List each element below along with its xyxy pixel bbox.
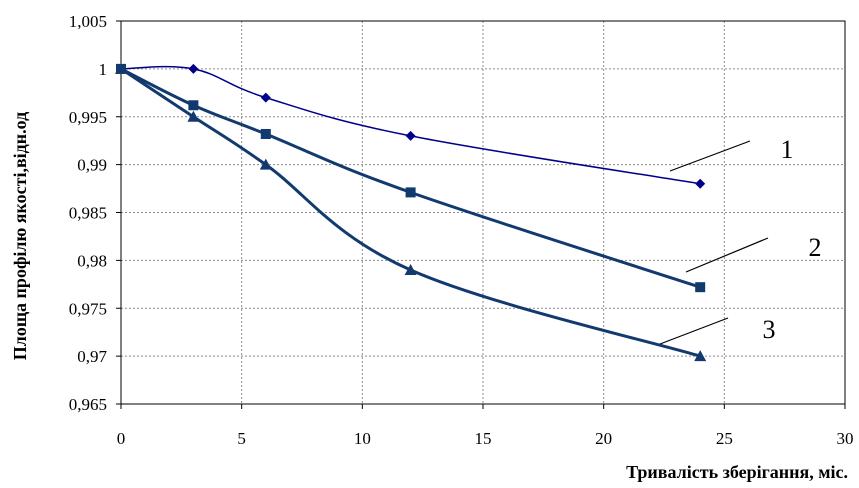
x-tick-label: 25 bbox=[716, 429, 733, 448]
series-1-point bbox=[260, 92, 271, 103]
y-tick-label: 0,98 bbox=[77, 251, 107, 270]
series-1-point bbox=[188, 63, 199, 74]
series-3-point bbox=[187, 110, 200, 122]
series-3-point bbox=[259, 158, 272, 170]
series-3 bbox=[115, 62, 707, 362]
series-1 bbox=[116, 63, 706, 189]
series-2-point bbox=[405, 187, 416, 198]
series-3-point bbox=[404, 263, 417, 275]
x-tick-label: 10 bbox=[354, 429, 371, 448]
leader-line-3 bbox=[659, 317, 729, 345]
series-2-point bbox=[260, 128, 271, 139]
x-tick-label: 0 bbox=[117, 429, 126, 448]
x-axis-title: Тривалість зберігання, міс. bbox=[626, 462, 848, 482]
series-3-line bbox=[119, 67, 702, 358]
x-tick-label: 30 bbox=[837, 429, 854, 448]
series-1-point bbox=[695, 178, 706, 189]
y-tick-label: 1,005 bbox=[69, 12, 107, 31]
series-2 bbox=[116, 63, 706, 293]
series-2-line bbox=[119, 67, 702, 289]
y-tick-label: 0,97 bbox=[77, 347, 107, 366]
y-tick-label: 0,985 bbox=[69, 204, 107, 223]
x-tick-label: 5 bbox=[237, 429, 246, 448]
series-group bbox=[115, 62, 707, 362]
curve-label-3: 3 bbox=[763, 315, 776, 344]
leader-line-2 bbox=[685, 237, 769, 273]
x-tick-label: 20 bbox=[595, 429, 612, 448]
y-tick-label: 1 bbox=[99, 60, 108, 79]
series-2-point bbox=[695, 282, 706, 293]
y-axis-title: Площа профілю якості,відн.од bbox=[10, 112, 30, 360]
y-tick-label: 0,99 bbox=[77, 156, 107, 175]
x-tick-label: 15 bbox=[475, 429, 492, 448]
series-1-point bbox=[405, 130, 416, 141]
y-tick-label: 0,995 bbox=[69, 108, 107, 127]
y-tick-label: 0,965 bbox=[69, 395, 107, 414]
curve-label-1: 1 bbox=[781, 135, 794, 164]
axis-ticks: 0 5 10 15 20 25 30 0,965 0,97 0,975 0,98 0,985 0,99 0… bbox=[69, 12, 854, 448]
label-leader-lines bbox=[659, 140, 769, 345]
grid-lines bbox=[121, 21, 845, 404]
series-3-point bbox=[115, 62, 127, 74]
series-3-point bbox=[694, 350, 707, 362]
curve-label-2: 2 bbox=[809, 233, 822, 262]
y-tick-label: 0,975 bbox=[69, 299, 107, 318]
leader-line-1 bbox=[669, 140, 751, 172]
series-2-point bbox=[188, 100, 199, 111]
